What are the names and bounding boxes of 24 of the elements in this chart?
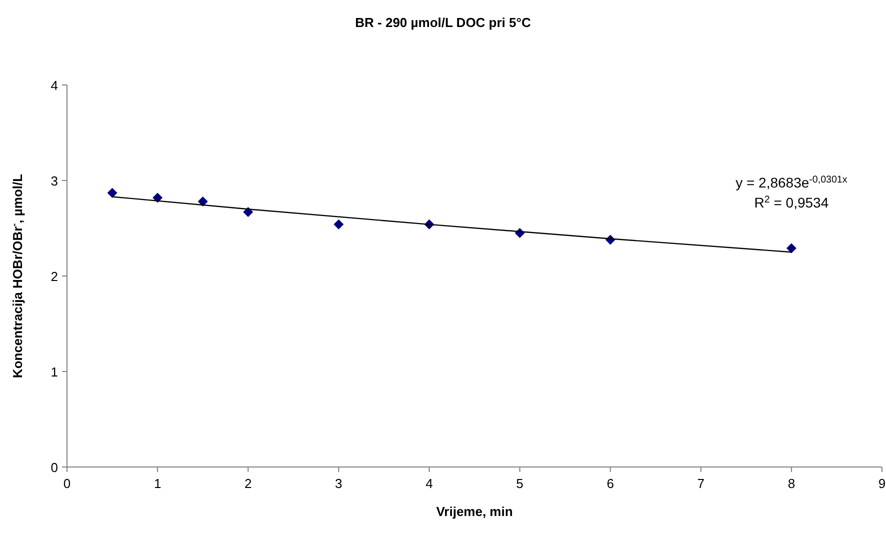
chart-title: BR - 290 µmol/L DOC pri 5°C [355,15,532,30]
point [334,219,344,230]
point [198,196,208,207]
x-tick-label: 2 [244,476,252,491]
x-tick-label: 7 [697,476,705,491]
x-tick-label: 9 [878,476,886,491]
x-tick-label: 0 [63,476,71,491]
y-tick-label: 2 [50,269,58,284]
x-tick-label: 6 [606,476,614,491]
y-tick-label: 4 [50,78,58,93]
y-tick-label: 1 [50,364,58,380]
x-axis-title: Vrijeme, min [436,504,513,519]
x-tick-label: 3 [335,476,342,491]
y-tick-label: 0 [50,460,58,475]
x-tick-label: 5 [516,476,524,491]
x-tick-label: 1 [154,476,162,491]
point [152,192,163,203]
y-tick-label: 3 [50,174,58,188]
point [786,243,796,254]
annotation: R$^{2}$ = 0,9534 [754,194,829,210]
point [107,188,118,198]
x-tick-label: 4 [426,476,433,491]
x-tick-label: 8 [788,476,796,491]
annotation: y = 2,8683e$^{-0,0301x}$ [736,174,848,190]
